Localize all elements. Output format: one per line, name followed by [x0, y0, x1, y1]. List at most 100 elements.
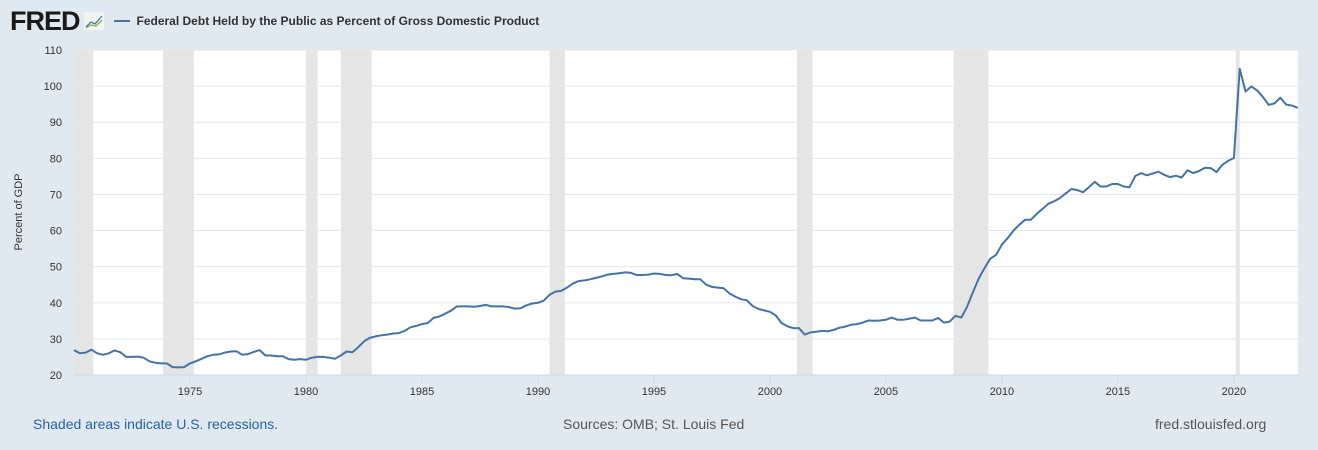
data-point[interactable]	[756, 307, 760, 311]
data-point[interactable]	[142, 356, 146, 360]
data-point[interactable]	[669, 273, 673, 277]
data-point[interactable]	[333, 357, 337, 361]
data-point[interactable]	[606, 273, 610, 277]
data-point[interactable]	[95, 351, 99, 355]
data-point[interactable]	[420, 322, 424, 326]
data-point[interactable]	[681, 276, 685, 280]
data-point[interactable]	[1261, 95, 1265, 99]
data-point[interactable]	[1006, 236, 1010, 240]
data-point[interactable]	[176, 365, 180, 369]
data-point[interactable]	[658, 272, 662, 276]
data-point[interactable]	[542, 299, 546, 303]
series-line[interactable]	[73, 67, 1299, 369]
data-point[interactable]	[1023, 218, 1027, 222]
data-point[interactable]	[455, 304, 459, 308]
data-point[interactable]	[258, 348, 262, 352]
data-point[interactable]	[1197, 169, 1201, 173]
data-point[interactable]	[983, 266, 987, 270]
data-point[interactable]	[1151, 172, 1155, 176]
data-point[interactable]	[901, 318, 905, 322]
data-point[interactable]	[820, 329, 824, 333]
data-point[interactable]	[1064, 191, 1068, 195]
data-point[interactable]	[1122, 185, 1126, 189]
data-point[interactable]	[768, 310, 772, 314]
data-point[interactable]	[72, 348, 76, 352]
data-point[interactable]	[1186, 168, 1190, 172]
data-point[interactable]	[617, 271, 621, 275]
data-point[interactable]	[1203, 166, 1207, 170]
data-point[interactable]	[327, 356, 331, 360]
data-point[interactable]	[362, 339, 366, 343]
data-point[interactable]	[1081, 190, 1085, 194]
data-point[interactable]	[1267, 103, 1271, 107]
data-point[interactable]	[693, 277, 697, 281]
data-point[interactable]	[588, 277, 592, 281]
data-point[interactable]	[994, 253, 998, 257]
data-point[interactable]	[867, 318, 871, 322]
data-point[interactable]	[565, 286, 569, 290]
data-point[interactable]	[536, 301, 540, 305]
data-point[interactable]	[374, 334, 378, 338]
data-point[interactable]	[501, 304, 505, 308]
data-point[interactable]	[490, 304, 494, 308]
data-point[interactable]	[849, 323, 853, 327]
data-point[interactable]	[646, 273, 650, 277]
data-point[interactable]	[1220, 163, 1224, 167]
data-point[interactable]	[356, 345, 360, 349]
data-point[interactable]	[1070, 187, 1074, 191]
data-point[interactable]	[1116, 182, 1120, 186]
data-point[interactable]	[1087, 185, 1091, 189]
data-point[interactable]	[368, 336, 372, 340]
data-point[interactable]	[884, 318, 888, 322]
data-point[interactable]	[710, 285, 714, 289]
data-point[interactable]	[287, 357, 291, 361]
data-point[interactable]	[762, 308, 766, 312]
data-point[interactable]	[1226, 159, 1230, 163]
data-point[interactable]	[1244, 90, 1248, 94]
data-point[interactable]	[797, 326, 801, 330]
data-point[interactable]	[548, 293, 552, 297]
data-point[interactable]	[414, 324, 418, 328]
data-point[interactable]	[391, 331, 395, 335]
data-point[interactable]	[437, 315, 441, 319]
data-point[interactable]	[843, 325, 847, 329]
recession-note-link[interactable]: Shaded areas indicate U.S. recessions.	[33, 416, 279, 432]
data-point[interactable]	[1110, 182, 1114, 186]
data-point[interactable]	[919, 318, 923, 322]
data-point[interactable]	[1238, 67, 1242, 71]
data-point[interactable]	[809, 330, 813, 334]
data-point[interactable]	[635, 273, 639, 277]
data-point[interactable]	[443, 312, 447, 316]
data-point[interactable]	[1209, 166, 1213, 170]
data-point[interactable]	[339, 354, 343, 358]
data-point[interactable]	[449, 309, 453, 313]
data-point[interactable]	[785, 324, 789, 328]
data-point[interactable]	[780, 321, 784, 325]
data-point[interactable]	[1278, 96, 1282, 100]
data-point[interactable]	[814, 330, 818, 334]
data-point[interactable]	[936, 316, 940, 320]
data-point[interactable]	[1284, 103, 1288, 107]
data-point[interactable]	[965, 305, 969, 309]
data-point[interactable]	[107, 351, 111, 355]
data-point[interactable]	[1139, 171, 1143, 175]
data-point[interactable]	[611, 272, 615, 276]
data-point[interactable]	[942, 321, 946, 325]
data-point[interactable]	[263, 354, 267, 358]
data-point[interactable]	[1041, 207, 1045, 211]
data-point[interactable]	[896, 318, 900, 322]
data-point[interactable]	[722, 286, 726, 290]
data-point[interactable]	[577, 279, 581, 283]
data-point[interactable]	[803, 333, 807, 337]
data-point[interactable]	[878, 318, 882, 322]
data-point[interactable]	[959, 316, 963, 320]
data-point[interactable]	[408, 325, 412, 329]
data-point[interactable]	[1191, 171, 1195, 175]
data-point[interactable]	[118, 350, 122, 354]
data-point[interactable]	[687, 277, 691, 281]
data-point[interactable]	[194, 359, 198, 363]
data-point[interactable]	[403, 329, 407, 333]
data-point[interactable]	[745, 298, 749, 302]
data-point[interactable]	[519, 306, 523, 310]
data-point[interactable]	[838, 326, 842, 330]
